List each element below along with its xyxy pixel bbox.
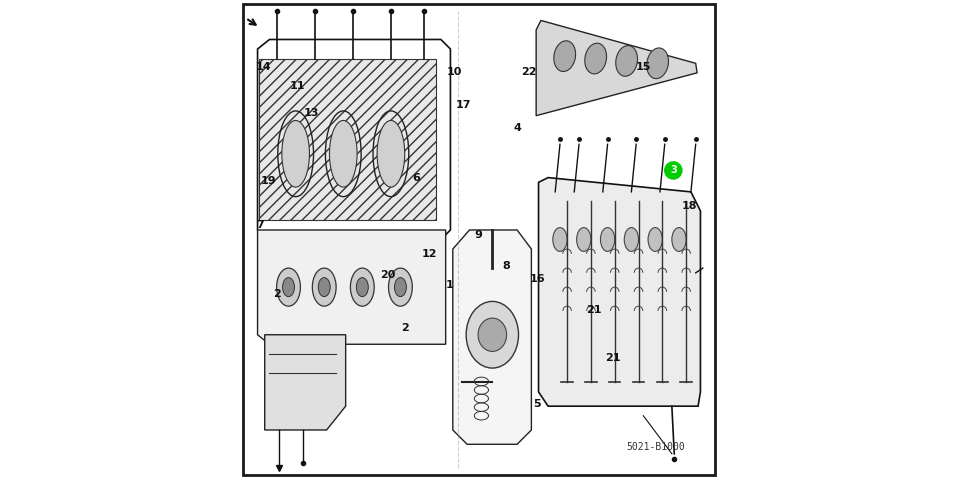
Text: 10: 10 — [446, 67, 462, 77]
Ellipse shape — [625, 228, 639, 251]
Ellipse shape — [330, 120, 357, 187]
Text: 21: 21 — [605, 353, 621, 363]
Text: 4: 4 — [513, 123, 521, 133]
Polygon shape — [453, 230, 532, 445]
Ellipse shape — [601, 228, 615, 251]
Polygon shape — [536, 21, 697, 116]
Text: 22: 22 — [521, 67, 536, 77]
Text: 15: 15 — [635, 62, 651, 72]
Text: 11: 11 — [289, 81, 305, 91]
Ellipse shape — [377, 120, 404, 187]
Ellipse shape — [356, 278, 368, 297]
Text: 8: 8 — [503, 261, 511, 271]
Text: 16: 16 — [529, 274, 545, 284]
Ellipse shape — [318, 278, 331, 297]
Text: 9: 9 — [474, 230, 482, 240]
Ellipse shape — [554, 41, 576, 71]
Ellipse shape — [351, 268, 375, 306]
Text: 5: 5 — [534, 399, 541, 409]
Ellipse shape — [648, 228, 662, 251]
Text: 19: 19 — [261, 176, 276, 186]
Polygon shape — [538, 178, 700, 406]
Ellipse shape — [672, 228, 686, 251]
Text: 13: 13 — [304, 108, 319, 118]
Text: 2: 2 — [401, 322, 409, 332]
Text: 17: 17 — [456, 100, 471, 110]
Text: 12: 12 — [422, 249, 437, 259]
Ellipse shape — [584, 43, 606, 74]
Ellipse shape — [283, 278, 294, 297]
Ellipse shape — [282, 120, 309, 187]
Polygon shape — [258, 230, 445, 344]
Ellipse shape — [553, 228, 567, 251]
Ellipse shape — [467, 301, 518, 368]
Ellipse shape — [616, 46, 637, 76]
Polygon shape — [259, 58, 436, 220]
Ellipse shape — [312, 268, 336, 306]
Text: 6: 6 — [412, 172, 420, 182]
FancyBboxPatch shape — [243, 4, 715, 475]
Text: 20: 20 — [380, 270, 396, 280]
Text: 21: 21 — [586, 305, 602, 315]
Text: 3: 3 — [670, 165, 676, 175]
Circle shape — [665, 162, 682, 179]
Text: 18: 18 — [682, 201, 697, 211]
Text: 14: 14 — [256, 62, 271, 72]
Ellipse shape — [647, 48, 669, 79]
Text: 7: 7 — [256, 220, 263, 230]
Text: 1: 1 — [445, 280, 453, 290]
Ellipse shape — [277, 268, 301, 306]
Ellipse shape — [389, 268, 412, 306]
Ellipse shape — [395, 278, 406, 297]
Ellipse shape — [478, 318, 507, 352]
Text: 5021-B1000: 5021-B1000 — [626, 442, 685, 452]
Text: 2: 2 — [273, 289, 281, 299]
Ellipse shape — [577, 228, 591, 251]
Polygon shape — [264, 335, 346, 430]
